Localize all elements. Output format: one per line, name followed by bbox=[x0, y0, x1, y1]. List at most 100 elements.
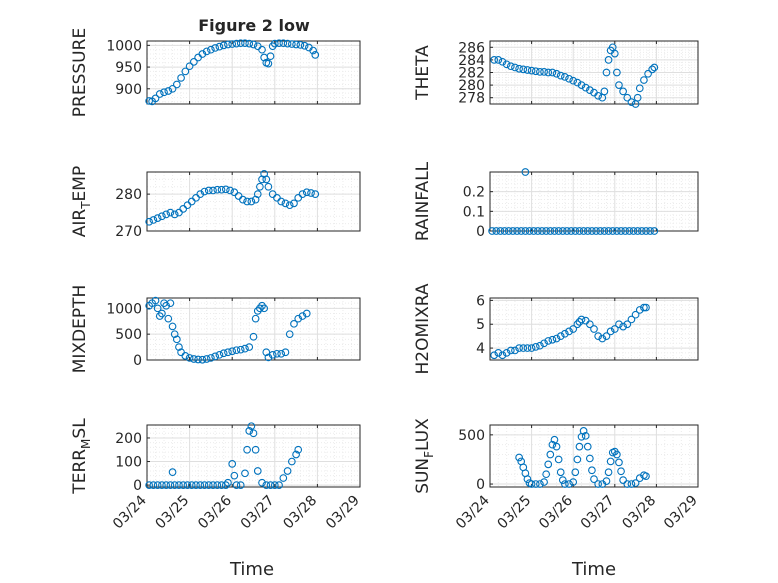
data-point bbox=[285, 201, 294, 210]
x-tick-label: 03/29 bbox=[323, 493, 363, 533]
data-point bbox=[571, 468, 580, 477]
data-point bbox=[556, 332, 565, 341]
data-point bbox=[187, 481, 196, 489]
data-point bbox=[533, 227, 542, 235]
x-tick-label: 03/24 bbox=[110, 492, 150, 532]
data-point bbox=[594, 332, 603, 341]
data-point bbox=[145, 217, 153, 226]
data-point bbox=[298, 312, 307, 320]
data-point bbox=[561, 73, 569, 81]
data-point bbox=[224, 348, 232, 357]
data-point bbox=[521, 168, 530, 176]
data-point bbox=[531, 67, 540, 76]
data-point bbox=[592, 227, 600, 235]
data-point bbox=[631, 310, 640, 319]
data-point bbox=[640, 303, 648, 312]
minor-grid bbox=[490, 424, 698, 487]
data-point bbox=[565, 327, 573, 336]
data-point bbox=[258, 478, 266, 487]
data-point bbox=[523, 66, 532, 74]
axes-box bbox=[146, 171, 361, 232]
data-point bbox=[536, 480, 544, 488]
data-point bbox=[548, 68, 557, 77]
data-point bbox=[573, 320, 582, 329]
y-axis-label-main: SUN bbox=[413, 458, 433, 494]
data-point bbox=[619, 87, 627, 96]
data-point bbox=[268, 350, 277, 359]
data-point bbox=[253, 467, 262, 475]
data-point bbox=[145, 481, 153, 489]
axes-box bbox=[146, 297, 361, 361]
data-series bbox=[490, 303, 650, 360]
data-point bbox=[292, 450, 300, 459]
y-tick-label: 0 bbox=[476, 224, 485, 240]
data-point bbox=[558, 227, 567, 235]
data-point bbox=[181, 352, 190, 360]
data-point bbox=[585, 320, 594, 329]
axes-box bbox=[489, 171, 699, 232]
data-point bbox=[247, 422, 256, 431]
data-point bbox=[241, 39, 249, 48]
data-point bbox=[287, 457, 296, 466]
data-point bbox=[279, 39, 288, 48]
data-point bbox=[504, 227, 513, 235]
data-point bbox=[602, 68, 611, 77]
data-point bbox=[228, 347, 237, 356]
data-point bbox=[575, 227, 584, 235]
data-point bbox=[232, 346, 241, 355]
data-point bbox=[596, 227, 605, 235]
data-point bbox=[606, 457, 615, 466]
data-point bbox=[513, 227, 521, 235]
data-point bbox=[604, 468, 613, 477]
data-point bbox=[488, 227, 496, 235]
data-point bbox=[613, 68, 621, 77]
data-point bbox=[256, 182, 264, 191]
data-point bbox=[615, 458, 623, 467]
data-point bbox=[644, 69, 652, 78]
data-point bbox=[556, 71, 565, 80]
data-point bbox=[552, 334, 561, 343]
data-point bbox=[236, 39, 245, 48]
data-point bbox=[183, 481, 192, 489]
data-point bbox=[602, 332, 611, 341]
data-point bbox=[600, 227, 609, 235]
data-point bbox=[548, 335, 557, 344]
data-point bbox=[536, 341, 544, 350]
data-point bbox=[228, 460, 237, 468]
data-point bbox=[172, 80, 181, 89]
data-point bbox=[307, 189, 315, 197]
data-point bbox=[621, 227, 630, 235]
data-point bbox=[585, 454, 594, 463]
x-tick-label: 03/28 bbox=[619, 493, 659, 533]
axes-box bbox=[146, 40, 361, 105]
data-point bbox=[270, 481, 279, 489]
data-point bbox=[558, 476, 567, 484]
data-point bbox=[264, 59, 273, 68]
data-point bbox=[270, 39, 279, 48]
data-point bbox=[236, 345, 245, 354]
data-point bbox=[581, 83, 590, 92]
y-tick-label: 0 bbox=[133, 353, 142, 369]
data-point bbox=[170, 481, 179, 489]
y-axis-label-main: AIR bbox=[70, 209, 90, 238]
data-point bbox=[249, 332, 258, 341]
data-point bbox=[249, 429, 258, 438]
y-axis-label-sub: T bbox=[79, 201, 93, 210]
data-point bbox=[172, 335, 181, 344]
data-point bbox=[166, 481, 175, 489]
data-point bbox=[527, 480, 536, 488]
data-point bbox=[617, 467, 625, 476]
data-point bbox=[523, 344, 532, 352]
data-point bbox=[613, 227, 621, 235]
data-point bbox=[496, 227, 505, 235]
data-point bbox=[232, 481, 241, 489]
data-point bbox=[527, 344, 536, 352]
data-point bbox=[302, 309, 311, 318]
data-point bbox=[519, 65, 528, 74]
data-point bbox=[275, 39, 283, 48]
data-point bbox=[610, 49, 619, 58]
y-tick-label: 270 bbox=[115, 224, 142, 240]
data-point bbox=[153, 481, 162, 489]
data-point bbox=[300, 41, 309, 50]
data-point bbox=[511, 63, 519, 72]
